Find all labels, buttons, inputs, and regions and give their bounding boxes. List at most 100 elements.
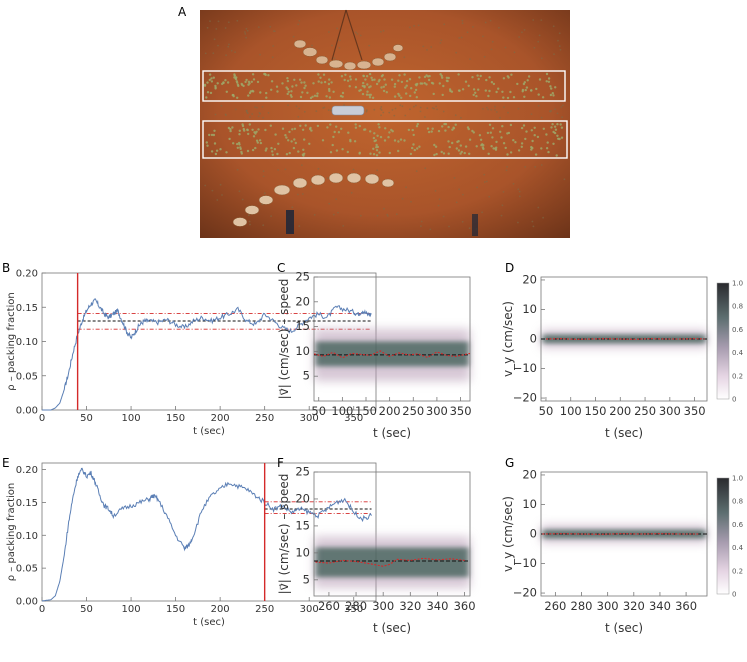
x-axis-label: t (sec) [373,426,411,440]
sprout-dot [541,96,545,99]
y-tick-label: 20 [522,272,537,286]
sprout-dot [233,76,236,79]
sprout-dot [327,82,331,86]
x-tick-label: 340 [649,599,671,613]
sprout-dot [238,133,241,136]
sprout-dot [210,150,214,153]
sprout-dot [444,129,447,132]
colorbar-tick-label: 0 [732,591,736,599]
x-tick-label: 320 [623,599,645,613]
sprout-dot [460,36,463,39]
sprout-dot [550,87,553,90]
sprout-dot [517,149,521,152]
sprout-dot [286,79,290,83]
sprout-dot [490,145,493,148]
sprout-dot [295,84,298,87]
x-tick-label: 280 [571,599,593,613]
sprout-dot [326,126,329,129]
sprout-dot [264,72,267,76]
sprout-dot [354,78,358,81]
sprout-dot [326,177,329,180]
sprout-dot [555,154,558,157]
sprout-dot [447,76,450,80]
sprout-dot [431,82,435,85]
sprout-dot [234,51,237,53]
sprout-dot [403,56,406,59]
sprout-dot [461,22,464,25]
sprout-dot [440,150,443,154]
sprout-dot [455,201,458,204]
sprout-dot [409,26,411,29]
sprout-dot [509,90,512,94]
sprout-dot [332,90,335,94]
sprout-dot [439,42,442,44]
y-tick-label: 5 [303,572,310,586]
sprout-dot [415,84,418,87]
sprout-dot [239,147,242,151]
sprout-dot [442,152,446,155]
sprout-dot [281,82,284,85]
sprout-dot [316,94,319,98]
sprout-dot [513,51,516,54]
sprout-dot [335,198,338,201]
sprout-dot [354,123,357,126]
sprout-dot [552,142,555,145]
x-tick-label: 300 [300,413,319,424]
sprout-dot [472,93,475,97]
sprout-dot [245,78,248,82]
sprout-dot [313,214,316,216]
sprout-dot [264,149,267,152]
sprout-dot [349,78,352,81]
sprout-dot [490,81,494,84]
sprout-dot [301,193,304,195]
sprout-dot [540,57,543,60]
sprout-dot [210,133,214,137]
sprout-dot [215,149,219,152]
sprout-dot [512,96,516,99]
sprout-dot [411,128,414,132]
sprout-dot [292,146,296,150]
y-tick-label: 0.20 [16,269,38,280]
sprout-dot [361,84,364,88]
can-object [331,105,365,116]
sprout-dot [342,225,345,227]
y-tick-label: 0.15 [16,498,38,509]
sprout-dot [472,88,476,91]
sprout-dot [424,167,427,170]
sprout-dot [456,140,459,144]
sprout-dot [561,116,563,119]
sprout-dot [547,150,550,154]
sprout-dot [423,82,426,85]
sprout-dot [241,198,244,201]
sprout-dot [435,152,438,156]
sprout-dot [506,153,509,156]
sprout-dot [540,147,543,150]
sprout-dot [206,26,209,29]
sprout-dot [531,220,534,223]
sprout-dot [221,194,223,196]
sprout-dot [285,86,288,89]
sprout-dot [315,110,318,112]
sprout-dot [464,80,468,83]
sprout-dot [343,104,345,107]
sprout-dot [205,96,208,99]
x-tick-label: 300 [426,404,448,418]
sprout-dot [471,129,474,133]
sprout-dot [459,144,462,147]
field-photo [200,9,570,238]
sprout-dot [500,214,503,217]
sprout-dot [246,149,250,153]
y-tick-label: 10 [295,344,310,358]
sprout-dot [520,126,524,130]
sprout-dot [550,126,553,129]
sprout-dot [285,136,288,139]
sprout-dot [501,125,504,128]
sprout-dot [228,43,230,46]
x-tick-label: 350 [450,404,472,418]
sprout-dot [271,153,274,156]
sprout-dot [316,124,320,128]
sprout-dot [521,88,525,92]
sprout-dot [252,135,256,138]
sprout-dot [520,142,524,145]
